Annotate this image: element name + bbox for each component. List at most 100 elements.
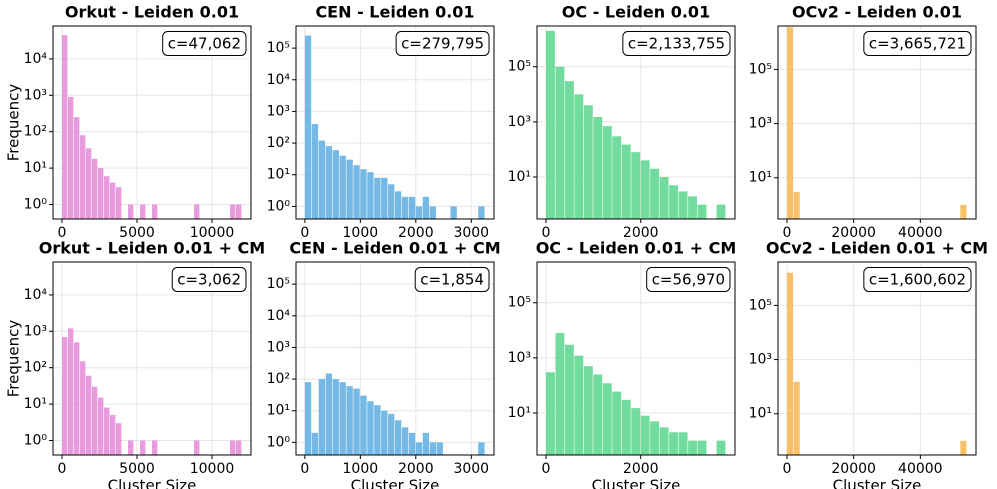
bar [311, 124, 319, 219]
bar [374, 177, 381, 219]
bar [631, 152, 641, 219]
bar [325, 146, 333, 219]
bar [140, 440, 146, 455]
bar [86, 375, 92, 455]
x-tick-label: 40000 [898, 225, 943, 241]
bar [960, 440, 967, 455]
bar [583, 105, 593, 219]
y-tick-label: 10³ [24, 87, 47, 103]
bar [621, 399, 631, 455]
bar [74, 342, 80, 455]
x-tick-label: 40000 [898, 461, 943, 477]
chart-title: Orkut - Leiden 0.01 [65, 3, 239, 22]
frame [52, 25, 252, 220]
y-tick-label: 10² [267, 371, 290, 387]
bar [128, 204, 134, 219]
bar [593, 117, 603, 219]
y-tick-label: 10⁵ [508, 295, 531, 311]
bar [478, 206, 485, 219]
bar [716, 204, 726, 219]
y-tick-label: 10² [267, 135, 290, 151]
bar [408, 196, 416, 219]
bar [346, 386, 353, 455]
x-tick-label: 0 [300, 461, 309, 477]
frame [295, 261, 495, 456]
bar [602, 383, 612, 455]
panel: 10¹ 10³ 10⁵ 0 2000 OC - Leiden 0.01 c=2,133,75… [508, 3, 736, 241]
y-tick-label: 10³ [24, 323, 47, 339]
bar [640, 415, 650, 455]
x-tick-label: 1000 [343, 461, 379, 477]
y-tick-label: 10¹ [24, 160, 47, 176]
bar [621, 144, 631, 219]
y-tick-label: 10³ [267, 339, 290, 355]
y-tick-label: 10⁰ [267, 434, 291, 450]
bar [62, 35, 68, 220]
bar [388, 413, 395, 455]
y-tick-label: 10⁵ [267, 276, 290, 292]
frame [777, 261, 977, 456]
bar [436, 442, 443, 455]
bar [381, 177, 388, 219]
y-tick-label: 10¹ [749, 406, 772, 422]
y-tick-label: 10⁴ [267, 308, 291, 324]
bar [574, 94, 584, 219]
bar [230, 440, 236, 455]
bar [346, 159, 353, 219]
bar [104, 176, 110, 219]
bar [960, 204, 967, 219]
y-tick-label: 10³ [749, 116, 772, 132]
bar [787, 272, 794, 455]
panel: 10¹ 10³ 10⁵ 0 20000 40000 OCv2 - Leiden 0.01 c=… [749, 3, 977, 241]
x-tick-label: 0 [783, 461, 792, 477]
annotation-box [646, 267, 731, 292]
bar [332, 379, 339, 455]
y-tick-label: 10⁵ [508, 59, 531, 75]
x-tick-label: 0 [783, 225, 792, 241]
y-tick-label: 10⁰ [267, 198, 291, 214]
bar [104, 407, 110, 455]
bar [678, 191, 688, 219]
y-tick-label: 10¹ [24, 396, 47, 412]
annotation-box [414, 267, 490, 292]
bar [564, 344, 574, 455]
y-tick-label: 10¹ [508, 169, 531, 185]
y-tick-label: 10⁵ [749, 297, 772, 313]
bar [395, 191, 402, 219]
x-tick-label: 2000 [398, 461, 434, 477]
y-tick-label: 10⁴ [267, 72, 291, 88]
bar [716, 440, 726, 455]
bar [564, 81, 574, 220]
bar [688, 196, 697, 219]
bar [415, 206, 423, 219]
bar [422, 196, 430, 219]
bar [415, 442, 423, 455]
bar [367, 172, 374, 219]
x-tick-label: 3000 [453, 461, 489, 477]
panel: 10⁰ 10¹ 10² 10³ 10⁴ 0 5000 10000 Orkut - Leiden … [5, 3, 252, 241]
bar [401, 196, 409, 219]
annotation: c=56,970 [652, 271, 725, 289]
bar [311, 432, 319, 455]
bar [374, 405, 381, 455]
panel: 10¹ 10³ 10⁵ 0 2000 OC - Leiden 0.01 + CM c=56,… [508, 239, 737, 489]
y-axis-label: Frequency [5, 320, 23, 398]
x-axis-label: Cluster Size [592, 477, 681, 489]
x-tick-label: 20000 [831, 225, 876, 241]
bar [555, 66, 565, 219]
x-tick-label: 0 [542, 225, 551, 241]
bar [318, 140, 326, 219]
annotation: c=47,062 [168, 35, 241, 53]
bar [612, 136, 622, 219]
bar [793, 381, 800, 455]
bar [688, 440, 697, 455]
bar [367, 401, 374, 455]
x-tick-label: 0 [300, 225, 309, 241]
x-axis-label: Cluster Size [833, 477, 922, 489]
bar [339, 155, 346, 219]
bar [116, 187, 122, 219]
bar [152, 440, 158, 455]
bar [659, 427, 669, 455]
x-tick-label: 20000 [831, 461, 876, 477]
